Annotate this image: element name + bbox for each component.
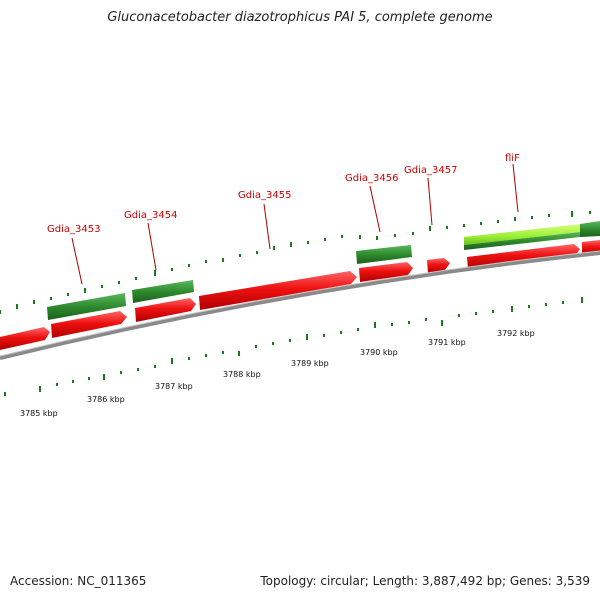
- scale-label-3789: 3789 kbp: [291, 359, 329, 368]
- gene-label-gdia-3454: Gdia_3454: [124, 210, 177, 221]
- gene-labels: Gdia_3453 Gdia_3454 Gdia_3455 Gdia_3456 …: [47, 153, 520, 235]
- gene-label-flif: fliF: [505, 153, 520, 164]
- cds-gdia-3456[interactable]: [356, 245, 412, 264]
- cds-flif-highlight[interactable]: [464, 224, 580, 245]
- scale-label-3792: 3792 kbp: [497, 329, 535, 338]
- genome-summary-text: Topology: circular; Length: 3,887,492 bp…: [260, 574, 590, 588]
- label-connectors: [71, 163, 519, 285]
- cds-forward-2[interactable]: [135, 298, 196, 322]
- gene-label-gdia-3456: Gdia_3456: [345, 173, 398, 184]
- forward-strand-cds: [0, 240, 600, 350]
- scale-label-3787: 3787 kbp: [155, 382, 193, 391]
- cds-forward-0[interactable]: [0, 327, 50, 350]
- cds-gdia-3453[interactable]: [47, 293, 126, 320]
- accession-text: Accession: NC_011365: [10, 574, 147, 588]
- scale-label-3785: 3785 kbp: [20, 409, 58, 418]
- scale-label-3791: 3791 kbp: [428, 338, 466, 347]
- gene-label-gdia-3457: Gdia_3457: [404, 165, 457, 176]
- gene-label-gdia-3455: Gdia_3455: [238, 190, 291, 201]
- cds-next-reverse[interactable]: [580, 221, 600, 237]
- scale-label-3786: 3786 kbp: [87, 395, 125, 404]
- cds-gdia-3455[interactable]: [199, 271, 357, 310]
- cds-forward-4[interactable]: [359, 262, 413, 282]
- scale-labels: 3785 kbp 3786 kbp 3787 kbp 3788 kbp 3789…: [20, 329, 535, 418]
- outer-tick-ring: [0, 211, 591, 314]
- cds-forward-1[interactable]: [51, 311, 127, 338]
- inner-tick-ring: [4, 297, 583, 396]
- cds-gdia-3454[interactable]: [132, 280, 194, 303]
- cds-flif[interactable]: [464, 232, 580, 250]
- cds-gdia-3457[interactable]: [427, 258, 450, 273]
- reverse-strand-cds: [47, 221, 600, 320]
- map-title: Gluconacetobacter diazotrophicus PAI 5, …: [107, 10, 493, 25]
- genome-backbone: [0, 251, 600, 360]
- scale-label-3788: 3788 kbp: [223, 370, 261, 379]
- gene-label-gdia-3453: Gdia_3453: [47, 224, 100, 235]
- cds-forward-6[interactable]: [467, 244, 580, 269]
- scale-label-3790: 3790 kbp: [360, 348, 398, 357]
